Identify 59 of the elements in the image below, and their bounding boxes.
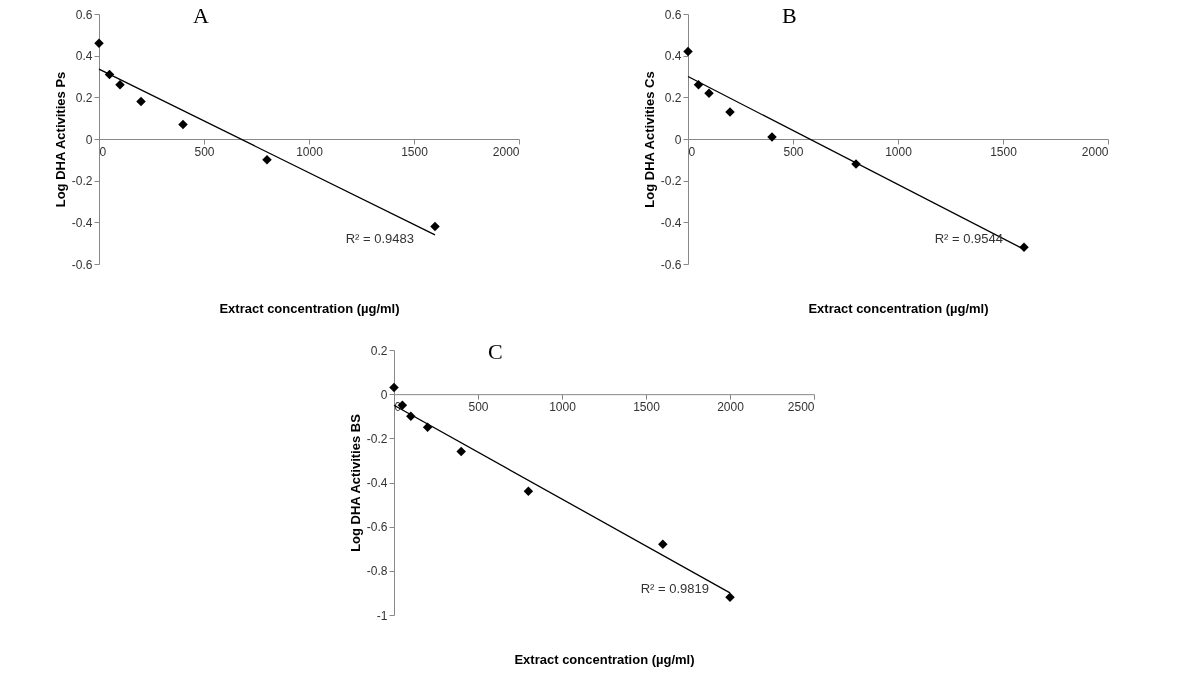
y-tick-label: -0.6 [71, 257, 93, 272]
y-tick-label: -0.4 [366, 476, 388, 490]
y-tick-label: 0.2 [75, 90, 93, 105]
annotation: R² = 0.9483 [345, 231, 414, 246]
annotation: R² = 0.9819 [640, 580, 709, 596]
point [178, 119, 188, 130]
y-tick-label: 0.2 [664, 90, 682, 105]
y-tick-label: 0.2 [370, 343, 388, 358]
annotation: R² = 0.9544 [934, 231, 1003, 246]
point [523, 486, 533, 497]
x-tick-label: 0 [99, 144, 107, 159]
point [1019, 242, 1029, 253]
y-tick-label: 0 [674, 132, 682, 147]
y-tick-label: -1 [376, 608, 388, 623]
x-tick-label: 2000 [1081, 144, 1109, 159]
x-axis-title: Extract concentration (µg/ml) [808, 300, 989, 316]
y-tick-label: -0.4 [660, 215, 682, 230]
chart-title: B [781, 3, 797, 28]
point [683, 46, 693, 57]
x-tick-label: 500 [467, 399, 489, 414]
x-tick-label: 1500 [632, 399, 660, 414]
y-tick-label: -0.2 [71, 174, 93, 189]
y-tick-label: -0.4 [71, 215, 93, 230]
y-tick-label: 0.6 [75, 7, 93, 22]
chart-title: A [192, 3, 209, 28]
y-tick-label: 0 [85, 132, 93, 147]
x-tick-label: 2000 [492, 144, 520, 159]
point [430, 221, 440, 232]
y-tick-label: 0 [380, 387, 388, 402]
point [455, 446, 466, 457]
x-tick-label: 1000 [548, 399, 576, 414]
x-tick-label: 1500 [990, 144, 1018, 159]
x-tick-label: 2000 [716, 399, 744, 414]
chart-title: C [487, 339, 503, 364]
x-axis-title: Extract concentration (µg/ml) [219, 300, 400, 316]
y-tick-label: -0.6 [660, 257, 682, 272]
point [724, 592, 735, 603]
y-axis-title: Log DHA Activities Cs [641, 71, 657, 208]
y-tick-label: -0.8 [366, 564, 388, 579]
x-tick-label: 0 [688, 144, 696, 159]
x-axis-title: Extract concentration (µg/ml) [513, 651, 695, 667]
x-tick-label: 2500 [787, 399, 815, 414]
point [136, 96, 146, 107]
y-tick-label: 0.6 [664, 7, 682, 22]
x-tick-label: 1500 [401, 144, 429, 159]
y-tick-label: -0.2 [366, 431, 388, 446]
x-tick-label: 1000 [885, 144, 913, 159]
y-axis-title: Log DHA Activities Ps [52, 71, 68, 208]
point [657, 539, 668, 550]
x-tick-label: 1000 [296, 144, 324, 159]
point [693, 80, 704, 90]
y-tick-label: -0.6 [366, 520, 388, 535]
x-tick-label: 500 [783, 144, 804, 159]
y-tick-label: -0.2 [660, 174, 682, 189]
y-axis-title: Log DHA Activities BS [347, 413, 363, 552]
y-tick-label: 0.4 [75, 49, 93, 64]
y-tick-label: 0.4 [664, 49, 682, 64]
point [388, 382, 399, 393]
x-tick-label: 500 [194, 144, 215, 159]
